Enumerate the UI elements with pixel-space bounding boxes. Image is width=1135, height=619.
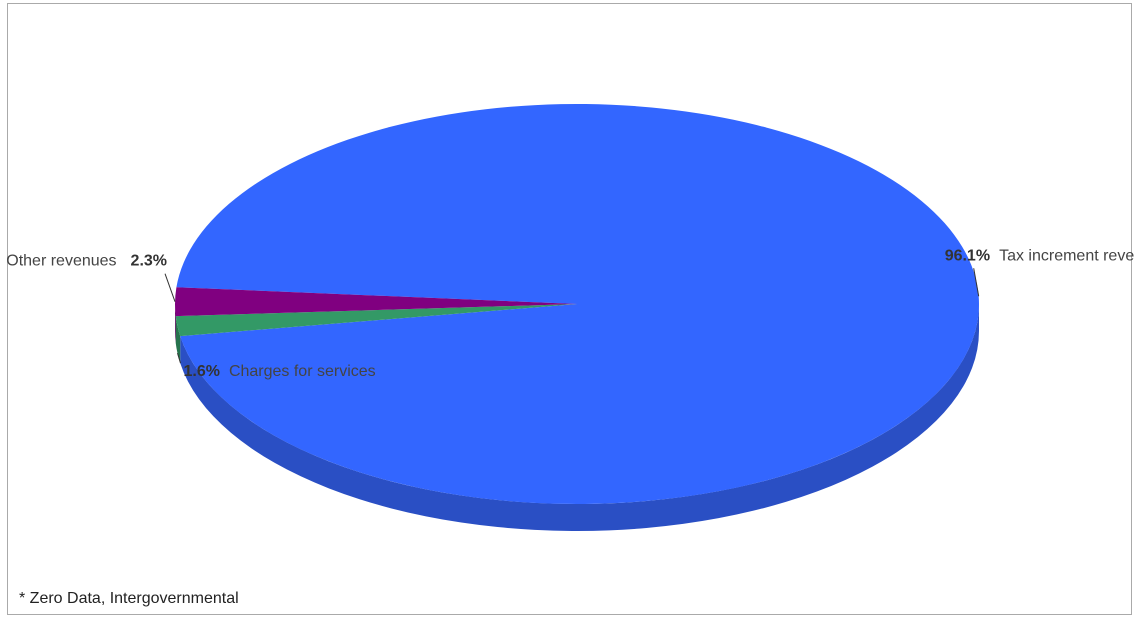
pie-slice-tax-increment-revenue: [176, 103, 979, 504]
pie-side-charges-for-services: [175, 316, 181, 364]
pie-side-other-revenues: [175, 304, 176, 344]
data-label-tax-increment-revenue: 96.1% Tax increment revenue: [945, 247, 1135, 264]
slice-percent-tax-increment-revenue: 96.1%: [945, 247, 990, 264]
slice-name-tax-increment-revenue: Tax increment revenue: [999, 247, 1135, 264]
pie-top-layer: [174, 103, 979, 504]
chart-footnote: * Zero Data, Intergovernmental: [19, 590, 239, 607]
pie-slice-other-revenues: [174, 287, 577, 317]
pie-label-layer: 96.1% Tax increment revenue 1.6% Charges fo…: [6, 247, 1135, 380]
pie-slice-charges-for-services: [175, 304, 577, 337]
leader-line-other-revenues: [164, 273, 176, 302]
leader-line-tax-increment-revenue: [973, 268, 980, 297]
slice-name-other-revenues: Other revenues: [6, 253, 116, 270]
slice-percent-charges-for-services: 1.6%: [183, 363, 219, 380]
slice-name-charges-for-services: Charges for services: [229, 363, 376, 380]
slice-percent-other-revenues: 2.3%: [131, 253, 167, 270]
data-label-charges-for-services: 1.6% Charges for services: [183, 363, 375, 380]
pie-side-layer: [175, 304, 979, 531]
data-label-other-revenues: Other revenues 2.3%: [6, 253, 167, 270]
leader-line-charges-for-services: [176, 353, 181, 364]
